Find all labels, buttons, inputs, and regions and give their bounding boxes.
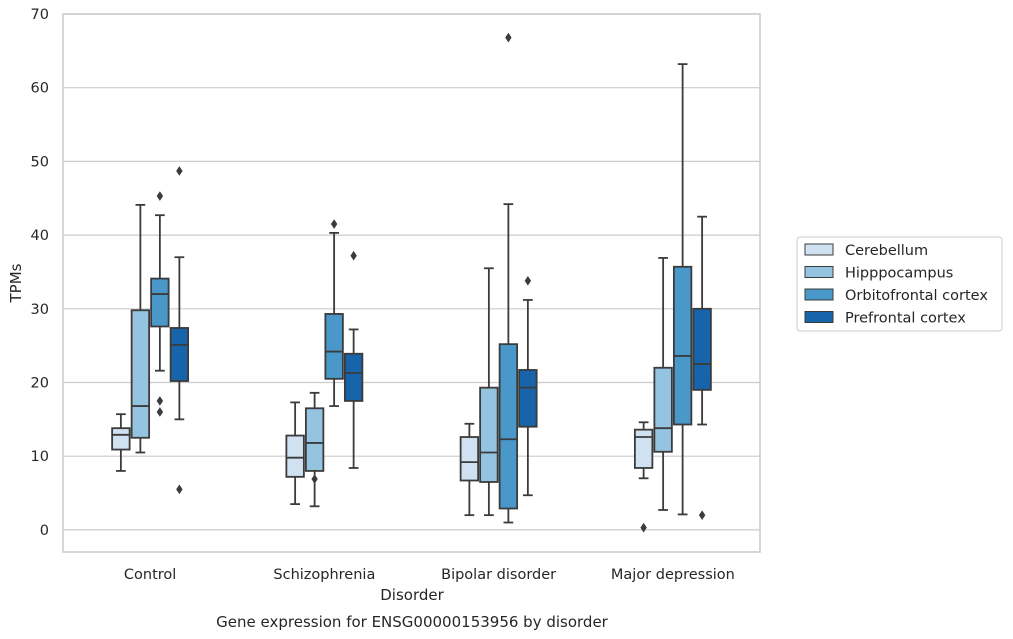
legend-label: Hipppocampus [845,266,953,282]
box [633,421,654,533]
box-body [479,386,499,483]
y-tick-label: 30 [31,302,49,318]
outlier-point [176,484,183,495]
outlier-point [640,522,647,533]
legend-label: Prefrontal cortex [845,311,966,327]
plot-frame [62,13,761,553]
box [672,63,693,516]
x-tick-label: Control [124,567,176,583]
legend-label: Cerebellum [845,243,928,259]
outlier-point [330,219,338,229]
box [169,166,190,495]
x-tick-labels: Control Schizophrenia Bipolar disorder Majo… [124,567,735,583]
box-body [324,313,344,380]
box-body [169,327,190,382]
box [479,267,499,517]
x-axis-label: Disorder [380,586,444,604]
box [498,32,519,524]
y-tick-label: 10 [31,449,49,465]
box [459,422,480,517]
y-axis-label: TPMs [7,263,25,303]
outlier-point [156,191,164,201]
outlier-point [505,32,512,43]
legend-swatch [804,311,834,323]
outlier-point [156,396,164,406]
y-tick-label: 0 [40,523,49,539]
box [653,257,673,511]
box-body [692,307,712,391]
outlier-point [311,474,318,484]
box-body [111,427,131,451]
y-tick-label: 50 [31,154,49,170]
box-body [150,277,170,328]
outlier-point [350,250,357,261]
box [343,250,364,469]
box [518,275,538,497]
box-body [518,369,538,428]
y-tick-label: 60 [31,81,49,97]
legend-frame [796,236,1003,332]
box [285,401,305,505]
chart-title: Gene expression for ENSG00000153956 by d… [216,613,609,631]
box [692,215,712,520]
box [304,391,325,508]
legend-label: Orbitofrontal cortex [845,288,988,304]
box [130,203,151,454]
x-tick-label: Schizophrenia [273,567,375,583]
box-body [130,309,151,439]
legend-swatch [804,243,834,256]
box-body [459,436,480,482]
box-body [653,366,673,453]
y-tick-label: 20 [31,375,49,391]
box-body [498,343,519,510]
box-series [111,32,712,533]
outlier-point [698,510,706,520]
y-tick-label: 40 [31,228,49,244]
box [324,219,344,407]
x-tick-label: Major depression [611,567,735,583]
outlier-point [176,166,183,176]
outlier-point [524,275,532,286]
box-body [672,265,693,426]
box [111,413,131,472]
x-tick-label: Bipolar disorder [441,567,556,583]
legend-swatch [804,266,834,278]
outlier-point [156,407,164,417]
box-body [633,428,654,469]
box [150,191,170,417]
legend: Cerebellum Hipppocampus Orbitofrontal cort… [796,236,1003,332]
y-tick-label: 70 [31,7,49,23]
box-body [343,352,364,402]
box-body [304,407,325,472]
y-tick-labels: 0 10 20 30 40 50 60 70 [31,7,49,539]
legend-swatch [804,288,834,301]
box-body [285,434,305,478]
